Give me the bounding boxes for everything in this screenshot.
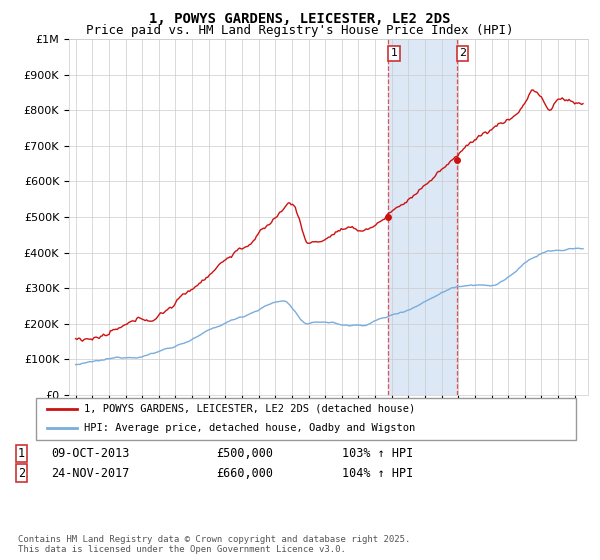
Text: 103% ↑ HPI: 103% ↑ HPI: [342, 447, 413, 460]
Text: Contains HM Land Registry data © Crown copyright and database right 2025.
This d: Contains HM Land Registry data © Crown c…: [18, 535, 410, 554]
Text: £660,000: £660,000: [216, 466, 273, 480]
Text: 1: 1: [391, 48, 398, 58]
Bar: [388, 39, 457, 395]
Text: 24-NOV-2017: 24-NOV-2017: [51, 466, 130, 480]
Text: 2: 2: [459, 48, 466, 58]
Text: HPI: Average price, detached house, Oadby and Wigston: HPI: Average price, detached house, Oadb…: [83, 423, 415, 433]
Text: 09-OCT-2013: 09-OCT-2013: [51, 447, 130, 460]
Text: 1, POWYS GARDENS, LEICESTER, LE2 2DS (detached house): 1, POWYS GARDENS, LEICESTER, LE2 2DS (de…: [83, 404, 415, 414]
Text: 1: 1: [18, 447, 25, 460]
Text: £500,000: £500,000: [216, 447, 273, 460]
Text: 104% ↑ HPI: 104% ↑ HPI: [342, 466, 413, 480]
Text: 2: 2: [18, 466, 25, 480]
Text: Price paid vs. HM Land Registry's House Price Index (HPI): Price paid vs. HM Land Registry's House …: [86, 24, 514, 36]
Text: 1, POWYS GARDENS, LEICESTER, LE2 2DS: 1, POWYS GARDENS, LEICESTER, LE2 2DS: [149, 12, 451, 26]
